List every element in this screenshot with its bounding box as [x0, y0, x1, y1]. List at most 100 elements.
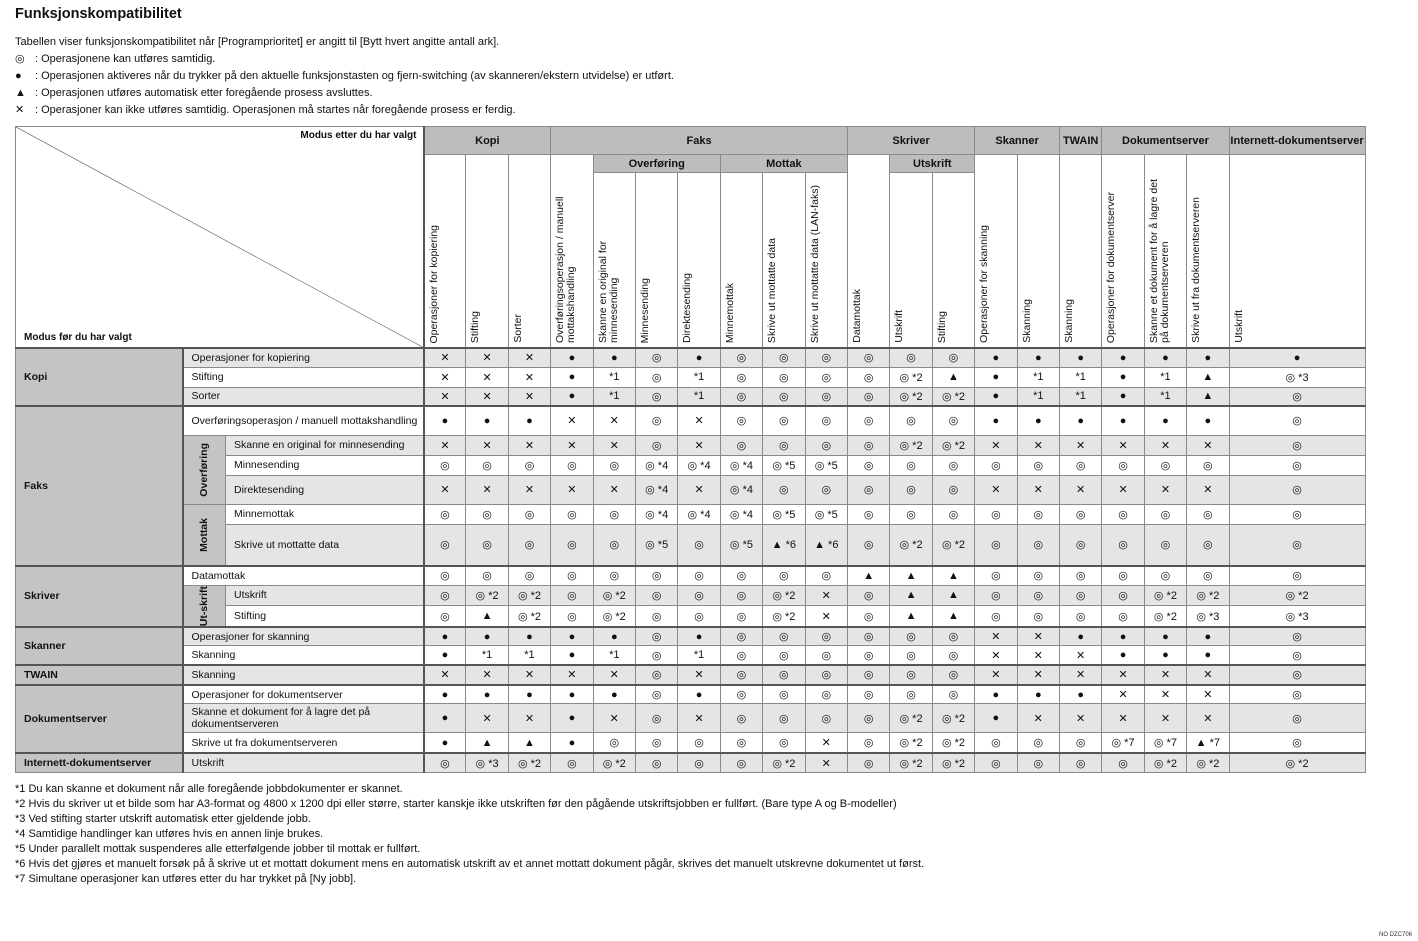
compat-cell: ◎ — [762, 434, 806, 456]
compat-cell: ◎ — [719, 366, 764, 388]
compat-cell: ● — [550, 625, 594, 647]
compat-cell: ◎ *5 — [804, 454, 848, 476]
compat-cell: *1 — [677, 386, 721, 407]
compat-cell: ✕ — [550, 434, 594, 456]
row-subgroup-label: Ut-skrift — [182, 584, 226, 628]
intro: Tabellen viser funksjonskompatibilitet n… — [15, 34, 674, 119]
compat-cell: ◎ — [804, 645, 848, 666]
compat-cell: ● — [422, 405, 467, 436]
column-header: Stifting — [931, 172, 976, 349]
compat-cell: ◎ — [634, 732, 679, 754]
compat-cell: ◎ — [846, 347, 891, 368]
compat-cell: ✕ — [1016, 434, 1060, 456]
compat-cell: ◎ — [1228, 683, 1366, 705]
row-subgroup-label: Mottak — [182, 503, 226, 567]
compat-cell: ◎ — [634, 645, 679, 666]
compat-cell: ● — [465, 625, 509, 647]
row-subgroup-text: Mottak — [197, 517, 210, 552]
compat-cell: ◎ — [931, 625, 976, 647]
cross-icon: ✕ — [15, 104, 25, 116]
compat-cell: ◎ — [974, 605, 1018, 628]
footnote: *2 Hvis du skriver ut et bilde som har A… — [15, 798, 897, 810]
compat-cell: *1 — [677, 645, 721, 666]
compat-cell: ◎ — [846, 434, 891, 456]
compat-cell: ◎ — [1016, 565, 1060, 586]
compat-cell: ◎ — [1101, 751, 1145, 774]
compat-cell: ▲ — [465, 605, 509, 628]
compat-cell: ◎ *2 — [889, 523, 933, 567]
compat-cell: ✕ — [465, 663, 509, 686]
compat-cell: ◎ — [1143, 503, 1188, 525]
compat-cell: ◎ — [719, 405, 764, 436]
compat-cell: ● — [1186, 625, 1230, 647]
compat-cell: ✕ — [974, 625, 1018, 647]
column-subgroup-header: Overføring — [592, 154, 721, 173]
compat-cell: ◎ — [1058, 751, 1103, 774]
compat-cell: ◎ — [719, 584, 764, 607]
compat-cell: ◎ — [719, 683, 764, 705]
compat-cell: ▲ — [846, 565, 891, 586]
compat-cell: ◎ *2 — [889, 703, 933, 734]
column-header: Operasjoner for kopiering — [422, 154, 467, 349]
compat-cell: ◎ — [592, 523, 636, 567]
column-group-header: Skanner — [974, 126, 1060, 155]
compat-cell: ◎ — [1143, 523, 1188, 567]
column-header: Utskrift — [889, 172, 933, 349]
compat-cell: ● — [422, 683, 467, 705]
column-header-label: Stifting — [935, 310, 948, 343]
compat-cell: ✕ — [507, 474, 552, 505]
compat-cell: ◎ *2 — [1228, 584, 1366, 607]
compat-cell: ✕ — [804, 751, 848, 774]
row-label: Skrive ut mottatte data — [225, 523, 425, 567]
compat-cell: ◎ — [1058, 454, 1103, 476]
compat-cell: ◎ *2 — [1186, 751, 1230, 774]
compat-cell: ◎ *2 — [507, 605, 552, 628]
compat-cell: ● — [974, 366, 1018, 388]
compat-cell: ✕ — [974, 645, 1018, 666]
compat-cell: ◎ — [1228, 474, 1366, 505]
compat-cell: ◎ — [846, 523, 891, 567]
compat-cell: ◎ — [804, 474, 848, 505]
table-row: Skanne et dokument for å lagre det på do… — [16, 703, 1366, 734]
column-header-label: Datamottak — [850, 289, 863, 343]
table-row: Kopi Operasjoner for kopiering ✕ ✕ ✕ ● ● ◎ ● ◎ ◎ ◎ ◎… — [15, 347, 1366, 407]
compat-cell: ✕ — [1101, 663, 1145, 686]
column-header-label: Skanning — [1062, 299, 1075, 343]
compat-cell: ◎ — [422, 605, 467, 628]
compat-cell: ◎ — [1228, 732, 1366, 754]
compat-cell: ◎ *2 — [889, 751, 933, 774]
compat-cell: ◎ — [677, 732, 721, 754]
compat-cell: ◎ *3 — [1228, 605, 1366, 628]
compat-cell: ◎ — [974, 565, 1018, 586]
compat-cell: ◎ — [1101, 605, 1145, 628]
compat-cell: *1 — [1058, 366, 1103, 388]
compat-cell: ◎ — [931, 503, 976, 525]
column-group-header: Faks — [550, 126, 848, 155]
compat-cell: ◎ — [719, 434, 764, 456]
compat-cell: ◎ — [889, 663, 933, 686]
compat-cell: ● — [422, 625, 467, 647]
compat-cell: ◎ — [889, 474, 933, 505]
compat-cell: ● — [422, 703, 467, 734]
compat-cell: ◎ — [1186, 503, 1230, 525]
compat-cell: ● — [1101, 625, 1145, 647]
column-header-label: Overføringsoperasjon / manuell mottaksha… — [554, 196, 578, 343]
compat-cell: ◎ *4 — [719, 503, 764, 525]
compat-cell: ✕ — [677, 434, 721, 456]
row-label: Skrive ut fra dokumentserveren — [182, 732, 425, 754]
compat-cell: ◎ — [719, 645, 764, 666]
corner-label-before: Modus før du har valgt — [24, 332, 132, 343]
compat-cell: ✕ — [592, 434, 636, 456]
table-row: TWAIN Skanning ✕ ✕ ✕ ✕ ✕ ◎ ✕ ◎ ◎ ◎ ◎ ◎ ◎ ✕ ✕ ✕ ✕ ✕ ✕ ◎ — [15, 663, 1366, 686]
compat-cell: ● — [1101, 347, 1145, 368]
column-header-label: Stifting — [469, 310, 482, 343]
compat-cell: ◎ — [465, 565, 509, 586]
compat-cell: ✕ — [550, 405, 594, 436]
compat-cell: ▲ — [931, 584, 976, 607]
compat-cell: ◎ — [719, 663, 764, 686]
compat-cell: ◎ — [931, 474, 976, 505]
compat-cell: ◎ — [846, 645, 891, 666]
page-title: Funksjonskompatibilitet — [15, 6, 182, 22]
compat-cell: ✕ — [1101, 683, 1145, 705]
compat-cell: ◎ — [719, 565, 764, 586]
